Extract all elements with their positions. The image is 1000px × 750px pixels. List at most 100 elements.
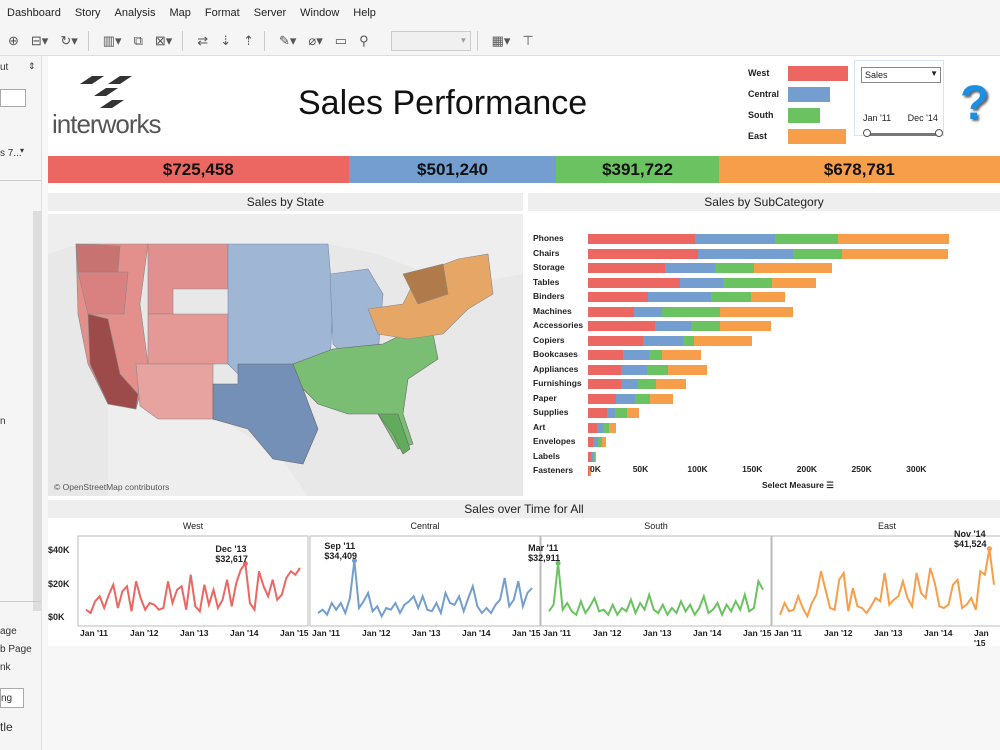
bar-segment-east-chairs[interactable] bbox=[841, 248, 948, 259]
legend-south-swatch[interactable] bbox=[788, 108, 820, 123]
pin-icon[interactable]: ⚲ bbox=[359, 32, 369, 48]
total-east[interactable]: $678,781 bbox=[718, 156, 1000, 183]
left-pane-scrollbar[interactable] bbox=[33, 211, 41, 611]
legend-central-swatch[interactable] bbox=[788, 87, 830, 102]
bar-segment-west-labels[interactable] bbox=[588, 451, 592, 462]
total-south[interactable]: $391,722 bbox=[556, 156, 719, 183]
bar-segment-east-binders[interactable] bbox=[750, 292, 785, 302]
slider-end-handle[interactable] bbox=[935, 129, 943, 137]
bar-segment-central-chairs[interactable] bbox=[698, 248, 793, 259]
bar-segment-south-labels[interactable] bbox=[593, 451, 595, 462]
bar-segment-east-bookcases[interactable] bbox=[662, 350, 701, 360]
bar-segment-central-copiers[interactable] bbox=[642, 335, 684, 346]
menu-dashboard[interactable]: Dashboard bbox=[7, 7, 61, 19]
bar-segment-south-chairs[interactable] bbox=[792, 248, 842, 259]
bar-segment-central-phones[interactable] bbox=[695, 234, 776, 244]
sales-by-subcategory-chart[interactable]: Select Measure ☰ Phones Chairs Storage Tabl… bbox=[528, 214, 1000, 496]
sort-icon[interactable]: ☰ bbox=[826, 480, 834, 490]
bar-segment-west-furnishings[interactable] bbox=[588, 379, 621, 389]
bar-segment-east-paper[interactable] bbox=[650, 393, 674, 404]
left-pane-item[interactable]: n bbox=[0, 416, 6, 427]
bar-segment-south-appliances[interactable] bbox=[647, 364, 668, 375]
bar-segment-west-art[interactable] bbox=[588, 422, 597, 433]
measure-select[interactable]: Sales ▼ bbox=[861, 67, 941, 83]
bar-segment-east-machines[interactable] bbox=[720, 306, 793, 317]
bar-segment-west-storage[interactable] bbox=[588, 263, 665, 273]
bar-segment-central-supplies[interactable] bbox=[606, 408, 616, 418]
bar-segment-west-fasteners[interactable] bbox=[588, 466, 589, 476]
swap-icon[interactable]: ⇄ bbox=[197, 32, 209, 48]
bar-segment-west-copiers[interactable] bbox=[588, 335, 643, 346]
new-worksheet-icon[interactable]: ▥▾ bbox=[102, 32, 122, 48]
legend-east-swatch[interactable] bbox=[788, 129, 846, 144]
bar-segment-south-machines[interactable] bbox=[662, 306, 721, 317]
menu-map[interactable]: Map bbox=[169, 7, 191, 19]
total-central[interactable]: $501,240 bbox=[348, 156, 557, 183]
menu-help[interactable]: Help bbox=[353, 7, 376, 19]
bar-segment-west-phones[interactable] bbox=[588, 234, 696, 244]
date-range-slider[interactable] bbox=[863, 129, 943, 137]
bar-segment-east-tables[interactable] bbox=[771, 277, 816, 288]
left-pane-menu-icon[interactable]: ⇕ bbox=[28, 61, 36, 71]
bar-segment-west-bookcases[interactable] bbox=[588, 350, 623, 360]
bar-segment-central-bookcases[interactable] bbox=[623, 350, 650, 360]
sales-by-state-map[interactable]: © OpenStreetMap contributors bbox=[48, 214, 523, 496]
bar-segment-east-labels[interactable] bbox=[594, 451, 596, 462]
bar-segment-west-machines[interactable] bbox=[588, 306, 634, 317]
bar-segment-south-binders[interactable] bbox=[710, 292, 751, 302]
bar-segment-east-envelopes[interactable] bbox=[602, 437, 606, 447]
bar-segment-east-accessories[interactable] bbox=[720, 321, 771, 331]
bar-segment-south-copiers[interactable] bbox=[683, 335, 695, 346]
refresh-icon[interactable]: ↻▾ bbox=[60, 32, 78, 48]
bar-segment-south-phones[interactable] bbox=[775, 234, 839, 244]
sales-over-time-chart[interactable]: $40K $20K $0K West Dec '13 $32,617 Jan '11 Jan … bbox=[48, 518, 1000, 648]
bar-segment-west-chairs[interactable] bbox=[588, 248, 699, 259]
highlight-icon[interactable]: ✎▾ bbox=[279, 32, 297, 48]
bar-segment-central-envelopes[interactable] bbox=[593, 437, 598, 447]
bar-segment-central-furnishings[interactable] bbox=[620, 379, 639, 389]
bar-segment-east-appliances[interactable] bbox=[667, 364, 708, 375]
bar-segment-south-paper[interactable] bbox=[635, 393, 651, 404]
bar-segment-west-paper[interactable] bbox=[588, 393, 617, 404]
bar-segment-central-labels[interactable] bbox=[591, 451, 594, 462]
bar-segment-west-binders[interactable] bbox=[588, 292, 649, 302]
bar-segment-west-supplies[interactable] bbox=[588, 408, 607, 418]
bar-segment-east-copiers[interactable] bbox=[694, 335, 753, 346]
bar-segment-west-envelopes[interactable] bbox=[588, 437, 594, 447]
bar-segment-west-accessories[interactable] bbox=[588, 321, 655, 331]
bar-segment-south-art[interactable] bbox=[603, 422, 609, 433]
bar-segment-central-appliances[interactable] bbox=[620, 364, 648, 375]
duplicate-icon[interactable]: ⧉ bbox=[133, 32, 143, 48]
bar-segment-east-supplies[interactable] bbox=[627, 408, 640, 418]
bar-segment-central-binders[interactable] bbox=[648, 292, 711, 302]
bar-segment-central-tables[interactable] bbox=[679, 277, 723, 288]
bar-segment-east-phones[interactable] bbox=[838, 234, 949, 244]
bar-segment-south-storage[interactable] bbox=[714, 263, 755, 273]
slider-start-handle[interactable] bbox=[863, 129, 871, 137]
bar-segment-south-supplies[interactable] bbox=[615, 408, 628, 418]
menu-window[interactable]: Window bbox=[300, 7, 340, 19]
menu-server[interactable]: Server bbox=[253, 7, 287, 19]
show-cards-icon[interactable]: ▦▾ bbox=[491, 32, 511, 48]
bar-segment-south-envelopes[interactable] bbox=[597, 437, 603, 447]
pause-updates-icon[interactable]: ⊟▾ bbox=[30, 32, 49, 48]
menu-analysis[interactable]: Analysis bbox=[114, 7, 156, 19]
new-datasource-icon[interactable]: ⊕ bbox=[8, 32, 19, 48]
bar-segment-south-tables[interactable] bbox=[722, 277, 772, 288]
object-item-webpage[interactable]: age bbox=[0, 626, 17, 637]
total-west[interactable]: $725,458 bbox=[48, 156, 349, 183]
legend-west[interactable]: West bbox=[748, 68, 770, 78]
clear-sheet-icon[interactable]: ⊠▾ bbox=[154, 32, 173, 48]
bar-segment-east-art[interactable] bbox=[608, 422, 617, 433]
bar-segment-east-furnishings[interactable] bbox=[655, 379, 687, 389]
bar-segment-central-machines[interactable] bbox=[633, 306, 663, 317]
object-item-blank[interactable]: nk bbox=[0, 662, 11, 673]
bar-segment-south-furnishings[interactable] bbox=[638, 379, 656, 389]
left-pane-title-toggle[interactable]: tle bbox=[0, 720, 13, 734]
menu-story[interactable]: Story bbox=[74, 7, 101, 19]
sort-descending-icon[interactable]: ⇡ bbox=[243, 32, 254, 48]
left-pane-button[interactable]: ng bbox=[0, 688, 24, 708]
bar-segment-central-fasteners[interactable] bbox=[588, 466, 590, 476]
sort-ascending-icon[interactable]: ⇣ bbox=[220, 32, 232, 48]
left-pane-field-arrow-icon[interactable]: ▾ bbox=[20, 146, 25, 155]
